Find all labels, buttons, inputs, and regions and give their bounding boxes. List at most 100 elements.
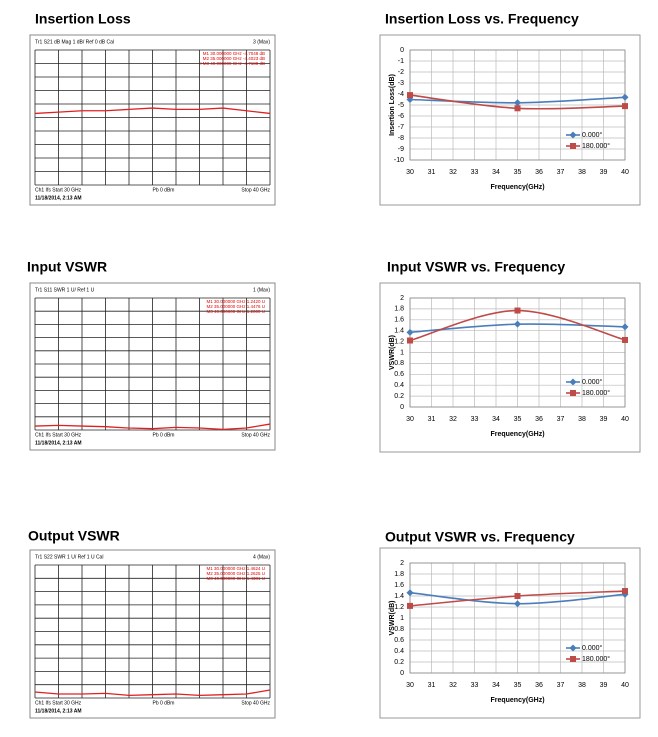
marker-readout: M1 30.000000 GHz 1.2420 U — [206, 299, 265, 304]
legend-label: 180.000° — [582, 142, 610, 150]
timestamp: 11/18/2014, 2:13 AM — [35, 708, 82, 714]
vna-footer-start: Ch1 Ifs Start 30 GHz — [35, 432, 82, 438]
data-point — [622, 588, 628, 595]
data-point — [407, 92, 413, 99]
legend-label: 180.000° — [582, 655, 610, 663]
y-tick-label: 0.8 — [394, 626, 404, 633]
x-tick-label: 30 — [406, 169, 414, 176]
panel-title: Output VSWR vs. Frequency — [385, 529, 575, 545]
vna-footer-power: Pb 0 dBm — [153, 700, 175, 706]
y-tick-label: 2 — [400, 295, 404, 302]
x-axis-title: Frequency(GHz) — [490, 184, 544, 191]
panel-title: Insertion Loss — [35, 11, 131, 27]
data-point — [514, 600, 521, 608]
vna-footer-stop: Stop 40 GHz — [241, 432, 270, 438]
marker-readout: >M3 40.000000 GHz -4.7188 dB — [200, 61, 265, 66]
x-tick-label: 30 — [406, 416, 414, 423]
x-tick-label: 32 — [449, 682, 457, 689]
y-tick-label: 1.8 — [394, 306, 404, 313]
x-tick-label: 32 — [449, 169, 457, 176]
y-tick-label: 0.2 — [394, 393, 404, 400]
x-tick-label: 38 — [578, 416, 586, 423]
x-tick-label: 31 — [428, 416, 436, 423]
data-point — [514, 105, 521, 112]
y-tick-label: 1 — [400, 615, 404, 622]
x-axis-title: Frequency(GHz) — [490, 431, 544, 438]
x-tick-label: 38 — [578, 682, 586, 689]
data-point — [621, 93, 629, 101]
y-tick-label: -8 — [398, 135, 404, 142]
x-tick-label: 33 — [471, 682, 479, 689]
data-point — [514, 307, 521, 314]
y-tick-label: 0.6 — [394, 637, 404, 644]
data-point — [514, 99, 521, 107]
legend-label: 0.000° — [582, 644, 603, 652]
legend-marker — [570, 656, 576, 662]
marker-readout: M1 30.000000 GHz -4.7048 dB — [203, 51, 265, 56]
x-tick-label: 37 — [557, 682, 565, 689]
y-tick-label: 0.8 — [394, 360, 404, 367]
vna-header: Tr1 S22 SWR 1 U/ Ref 1 U Cal — [35, 554, 103, 560]
y-tick-label: 0 — [400, 47, 404, 54]
legend-label: 0.000° — [582, 131, 603, 139]
vna-header: Tr1 S21 dB Mag 1 dB/ Ref 0 dB Cal — [35, 39, 114, 45]
y-tick-label: 1.4 — [394, 593, 404, 600]
vna-footer-stop: Stop 40 GHz — [241, 700, 270, 706]
plot-area — [409, 562, 626, 674]
data-point — [407, 602, 413, 609]
x-tick-label: 35 — [514, 682, 522, 689]
x-tick-label: 40 — [621, 416, 629, 423]
x-tick-label: 32 — [449, 416, 457, 423]
trace — [34, 423, 271, 430]
data-point — [406, 589, 414, 597]
y-tick-label: -7 — [398, 124, 404, 131]
data-point — [514, 320, 521, 328]
y-tick-label: -2 — [398, 69, 404, 76]
vna-channel: 3 (Max) — [253, 39, 270, 45]
plot-area — [409, 297, 626, 408]
y-tick-label: 1.2 — [394, 338, 404, 345]
y-tick-label: 0.4 — [394, 382, 404, 389]
marker-readout: M3 40.000000 GHz 1.4381 U — [206, 576, 265, 581]
y-tick-label: 0 — [400, 404, 404, 411]
data-point — [621, 323, 629, 331]
marker-readout: M2 35.000000 GHz 1.2625 U — [206, 571, 265, 576]
x-tick-label: 36 — [535, 416, 543, 423]
y-tick-label: 1.4 — [394, 328, 404, 335]
legend-marker — [569, 644, 577, 652]
legend-marker — [569, 378, 577, 386]
y-tick-label: -1 — [398, 58, 404, 65]
panel-title: Input VSWR vs. Frequency — [387, 259, 565, 275]
chart-frame — [379, 547, 641, 719]
x-tick-label: 37 — [557, 416, 565, 423]
chart-frame — [379, 34, 641, 206]
data-point — [514, 593, 521, 599]
vna-footer-start: Ch1 Ifs Start 30 GHz — [35, 187, 82, 193]
y-axis-title: Insertion Loss(dB) — [389, 74, 396, 136]
x-tick-label: 40 — [621, 682, 629, 689]
x-tick-label: 33 — [471, 416, 479, 423]
data-point — [622, 336, 628, 343]
y-tick-label: 1.6 — [394, 317, 404, 324]
y-tick-label: 1 — [400, 349, 404, 356]
x-tick-label: 31 — [428, 169, 436, 176]
timestamp: 11/18/2014, 2:13 AM — [35, 440, 82, 446]
marker-readout: M2 35.000000 GHz -4.4023 dB — [203, 56, 265, 61]
y-tick-label: -6 — [398, 113, 404, 120]
x-tick-label: 39 — [600, 416, 608, 423]
vna-header: Tr1 S11 SWR 1 U/ Ref 1 U — [35, 287, 95, 293]
timestamp: 11/18/2014, 2:13 AM — [35, 195, 82, 201]
panel-title: Output VSWR — [28, 528, 120, 544]
marker-readout: M3 40.000000 GHz 1.2000 U — [206, 309, 265, 314]
vna-footer-power: Pb 0 dBm — [153, 432, 175, 438]
y-axis-title: VSWR(dB) — [389, 335, 396, 370]
panel-title: Input VSWR — [27, 259, 107, 275]
marker-readout: M2 35.000000 GHz 1.4476 U — [206, 304, 265, 309]
vna-footer-stop: Stop 40 GHz — [241, 187, 270, 193]
y-tick-label: 1.2 — [394, 604, 404, 611]
x-axis-title: Frequency(GHz) — [490, 697, 544, 704]
y-tick-label: 2 — [400, 560, 404, 567]
y-tick-label: -9 — [398, 146, 404, 153]
x-tick-label: 35 — [514, 416, 522, 423]
